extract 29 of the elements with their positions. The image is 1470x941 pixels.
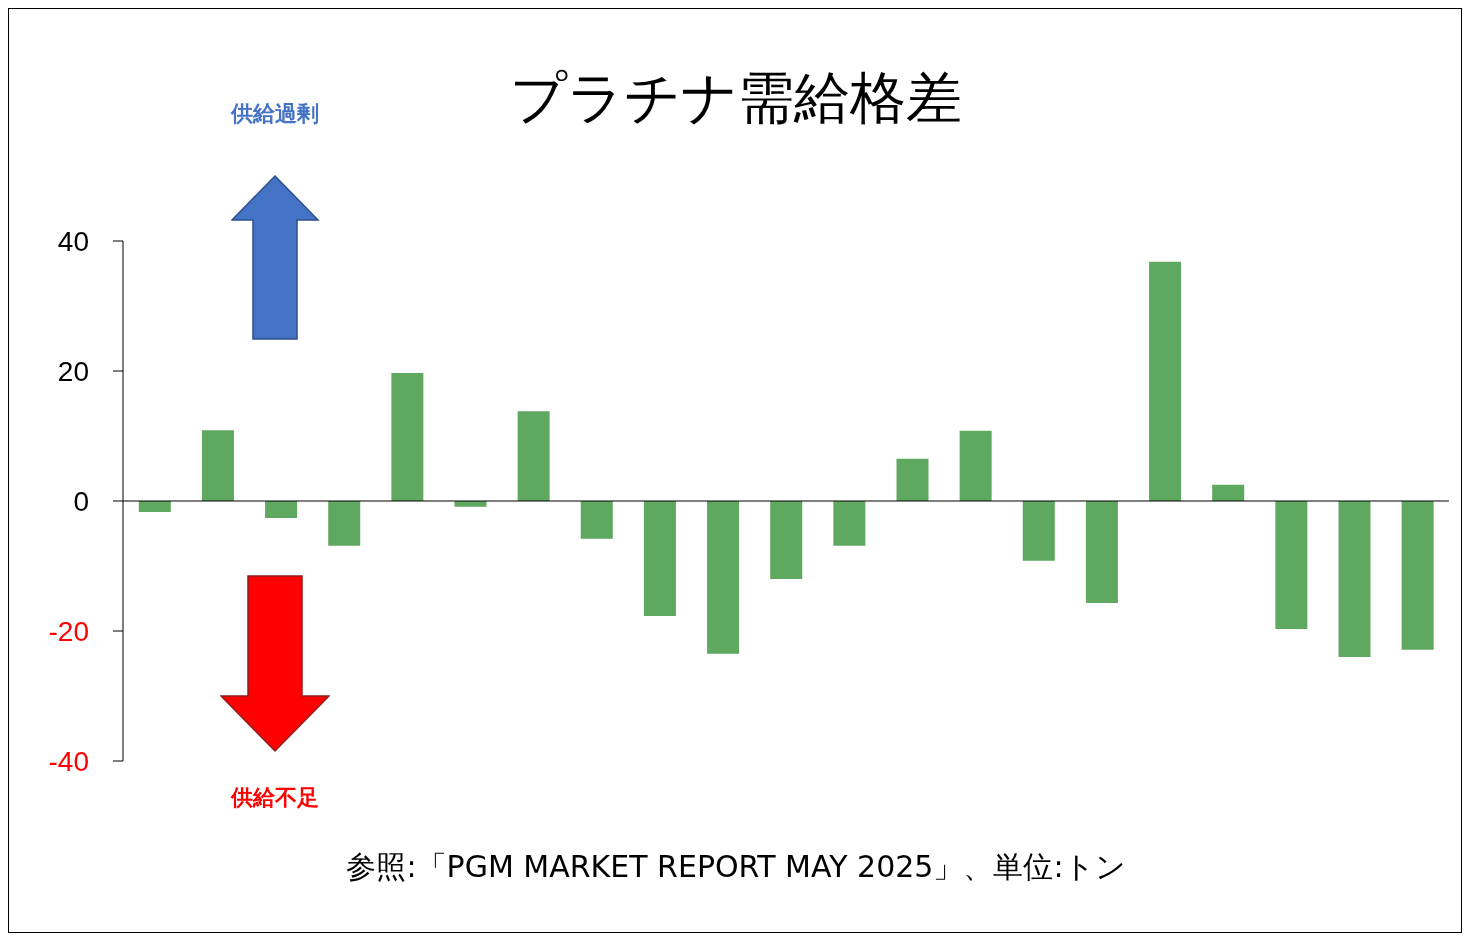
bar — [1149, 261, 1182, 501]
bar — [833, 501, 866, 546]
bar — [517, 411, 550, 501]
bar — [1212, 484, 1245, 501]
bar — [959, 430, 992, 501]
bar — [391, 372, 424, 501]
bar — [201, 430, 234, 501]
text: 供給過剰 — [229, 100, 320, 128]
bar — [328, 501, 361, 546]
bar — [265, 501, 298, 518]
text: 参照:「PGM MARKET REPORT MAY 2025」、単位:トン — [345, 848, 1127, 886]
bar — [1338, 501, 1371, 657]
text: 供給不足 — [229, 784, 320, 812]
y-tick-label: 0 — [73, 486, 89, 517]
bar — [896, 458, 929, 501]
y-tick-label: -20 — [48, 616, 89, 647]
bar — [1085, 501, 1118, 604]
bar — [770, 501, 803, 579]
bar — [707, 501, 740, 654]
bar — [1401, 501, 1434, 650]
y-tick-label: -40 — [48, 746, 89, 777]
bar — [580, 501, 613, 539]
bar — [138, 501, 171, 513]
bar — [643, 501, 676, 617]
y-tick-label: 20 — [57, 356, 89, 387]
chart-title: プラチナ需給格差 — [510, 65, 962, 130]
bar — [1022, 501, 1055, 561]
bar — [1275, 501, 1308, 630]
y-tick-label: 40 — [57, 226, 89, 257]
